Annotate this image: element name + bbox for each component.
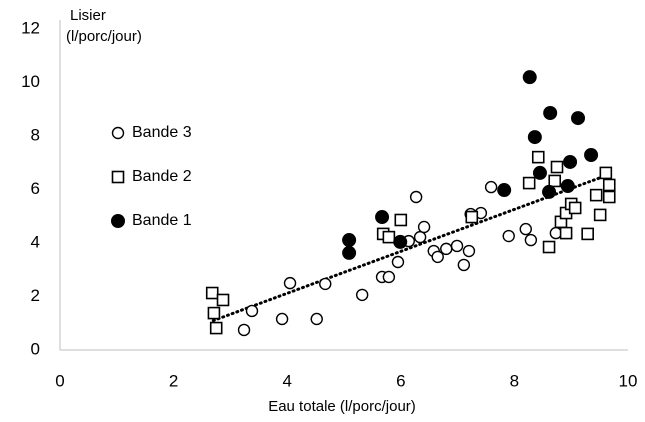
data-point [450, 239, 464, 253]
data-point [497, 183, 512, 198]
data-point [355, 288, 369, 302]
y-tick-label: 12 [21, 18, 40, 37]
data-point [522, 176, 536, 190]
y-tick-label: 4 [31, 232, 40, 251]
data-point [532, 165, 547, 180]
data-point [431, 250, 444, 264]
x-tick-label: 0 [55, 371, 64, 390]
data-point [524, 233, 538, 247]
data-point [393, 234, 408, 249]
legend-marker [111, 126, 125, 140]
data-point [571, 111, 586, 126]
data-point [391, 255, 405, 269]
legend-marker [111, 170, 125, 184]
legend-label: Bande 3 [132, 124, 192, 141]
data-point [527, 130, 542, 145]
data-point [593, 208, 607, 222]
data-point [209, 321, 223, 335]
x-tick-label: 2 [169, 371, 178, 390]
trendline [211, 173, 610, 323]
data-point [205, 286, 219, 300]
data-point [542, 240, 556, 254]
data-point [568, 201, 582, 215]
y-tick-label: 8 [31, 125, 40, 144]
data-point [245, 304, 259, 318]
data-point [602, 190, 616, 204]
y-tick-label: 0 [31, 339, 40, 358]
x-tick-label: 8 [510, 371, 519, 390]
data-point [589, 188, 603, 202]
y-axis-label: Lisier [70, 7, 106, 24]
x-tick-label: 4 [282, 371, 291, 390]
y-axis-label: (l/porc/jour) [66, 28, 142, 45]
data-point [484, 180, 498, 194]
data-point [462, 244, 476, 258]
data-point [563, 154, 578, 169]
data-point [599, 166, 613, 180]
data-point [382, 230, 396, 244]
data-point [342, 245, 357, 260]
data-point [275, 312, 289, 326]
legend-label: Bande 1 [132, 212, 192, 229]
x-tick-label: 10 [619, 371, 638, 390]
data-point [519, 222, 532, 236]
data-point [342, 233, 357, 248]
legend-marker [111, 214, 125, 228]
data-point [559, 226, 573, 240]
data-point [602, 178, 616, 192]
y-tick-label: 2 [31, 286, 40, 305]
data-point [584, 147, 599, 162]
data-point [382, 270, 396, 284]
x-tick-label: 6 [396, 371, 405, 390]
data-point [465, 210, 479, 224]
y-tick-label: 6 [31, 179, 40, 198]
data-point [375, 210, 390, 225]
data-point [531, 150, 545, 164]
data-point [542, 184, 557, 199]
data-point [440, 242, 453, 256]
data-point [550, 160, 564, 174]
data-point [310, 312, 323, 326]
data-point [502, 229, 515, 243]
data-point [394, 213, 408, 227]
data-point [560, 179, 575, 194]
data-point [581, 227, 594, 241]
data-point [548, 174, 562, 188]
data-point [417, 220, 431, 234]
data-point [543, 105, 558, 120]
legend-label: Bande 2 [132, 168, 192, 185]
data-point [319, 277, 332, 291]
data-point [457, 258, 471, 272]
data-point [207, 306, 221, 320]
y-tick-label: 10 [21, 72, 40, 91]
x-axis-label: Eau totale (l/porc/jour) [268, 398, 416, 415]
data-point [522, 70, 537, 85]
data-point [549, 226, 563, 240]
data-point [409, 190, 423, 204]
data-point [237, 323, 251, 337]
data-point [413, 230, 427, 244]
data-point [216, 293, 230, 307]
data-point [283, 276, 297, 290]
